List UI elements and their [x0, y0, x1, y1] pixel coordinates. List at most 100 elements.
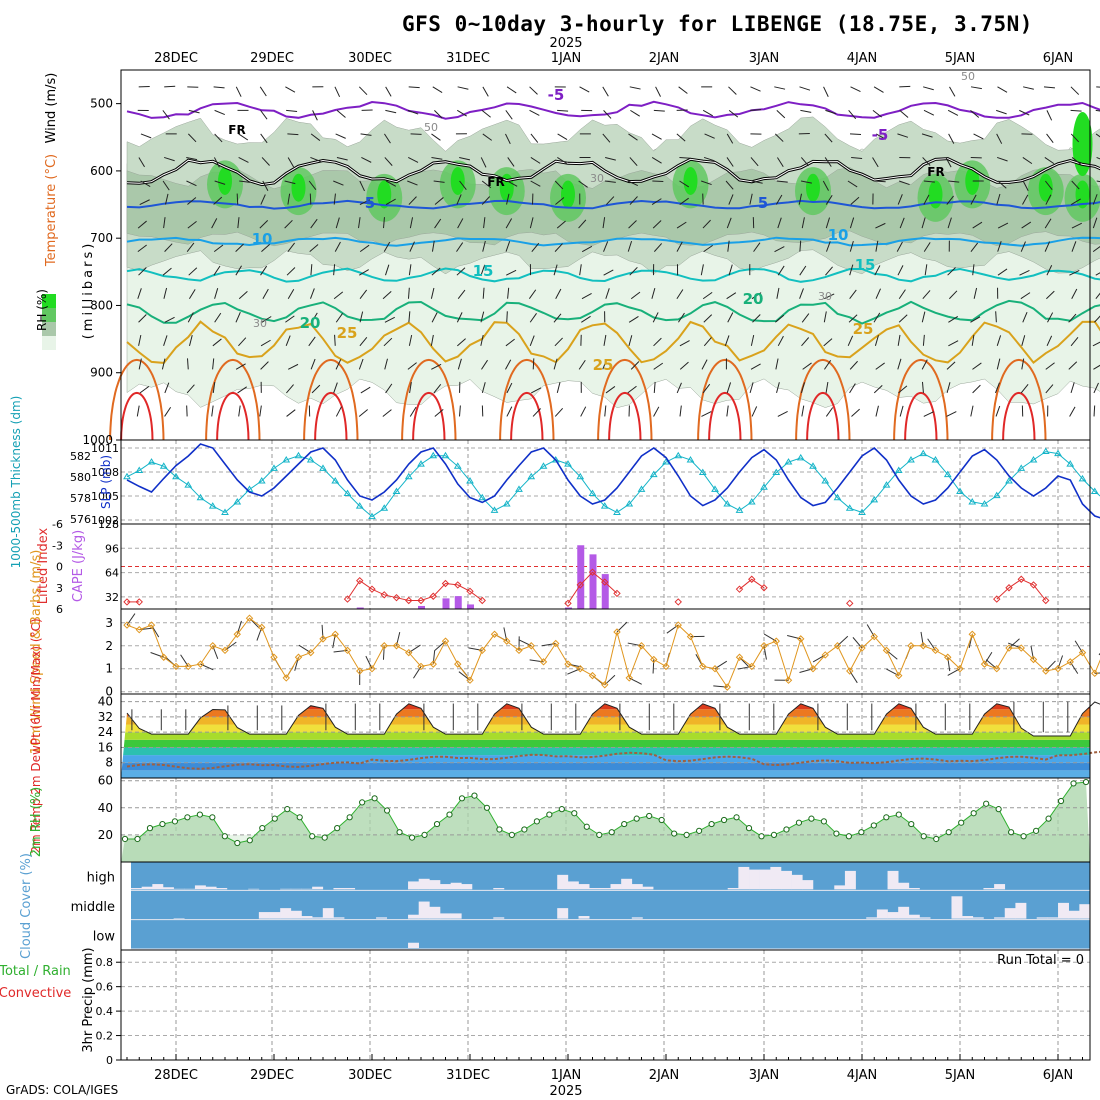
wind-barb — [287, 288, 295, 299]
wind-barb — [875, 240, 879, 252]
thickness-point — [1066, 460, 1075, 467]
rh-point — [571, 810, 578, 817]
temp-contour-25 — [126, 320, 1100, 364]
thickness-point — [208, 502, 217, 509]
wind-barb — [238, 291, 248, 300]
thickness-point — [784, 458, 793, 465]
wind-barb — [431, 156, 443, 160]
lifted-index-point — [993, 595, 1001, 603]
wind-barb — [554, 180, 564, 190]
bottom-date-label: 1JAN — [551, 1068, 582, 1083]
temp-contour-m5 — [126, 100, 1100, 120]
wind-barb — [700, 264, 704, 276]
cloud-bar — [312, 917, 324, 919]
wind-speed-point — [282, 674, 290, 682]
thickness-point — [662, 458, 670, 465]
thickness-point — [343, 489, 352, 497]
wind-barb — [629, 157, 638, 166]
cape-bar — [454, 596, 462, 609]
thickness-point — [772, 468, 781, 476]
cloud-bar — [461, 884, 473, 890]
wind-speed-point — [931, 646, 940, 655]
wind-barb — [138, 314, 147, 323]
wind-barb — [408, 196, 417, 205]
wind-speed-point — [895, 671, 903, 680]
bottom-date-label: 5JAN — [945, 1068, 976, 1083]
wind-barb — [162, 180, 170, 191]
contour-label: 30 — [590, 172, 604, 185]
rh-point — [521, 826, 528, 833]
lifted-index-tick-label: -6 — [52, 518, 63, 531]
wind-barb — [238, 405, 241, 417]
wind-barb — [605, 288, 610, 299]
wind-barb — [308, 180, 317, 191]
cloud-bar — [344, 888, 356, 890]
wind-barb — [653, 381, 656, 393]
rh-point — [159, 820, 166, 828]
wind-barb — [653, 406, 660, 417]
rh-point — [671, 830, 678, 837]
rh-point — [720, 816, 728, 824]
wind-barb — [137, 288, 142, 299]
wind-barb — [213, 244, 224, 253]
wind-barb — [481, 359, 488, 370]
temp-tick-label: 16 — [98, 740, 113, 754]
wind-tick-label: 3 — [105, 616, 113, 630]
wind-barb — [1047, 312, 1054, 323]
rh-saturated-core — [1075, 180, 1090, 209]
lifted-index-point — [564, 599, 572, 608]
top-time-axis: 28DEC 29DEC 30DEC 31DEC 1JAN 2JAN 3JAN 4JAN 5JAN… — [154, 36, 1073, 66]
wind-barb — [260, 133, 268, 144]
wind-barb — [139, 385, 150, 394]
wind-barb — [358, 217, 361, 229]
wind-barb — [679, 180, 690, 188]
wind-barb — [924, 264, 928, 276]
thickness-point — [956, 487, 964, 494]
wind-speed-point — [135, 625, 143, 634]
wind-side-label: Wind (m/s) — [44, 73, 59, 144]
wind-speed-point — [417, 662, 425, 671]
wind-barb — [359, 269, 369, 276]
wind-barb — [603, 241, 609, 252]
wind-barb — [384, 358, 388, 370]
wind-barb — [480, 264, 486, 276]
wind-barb — [188, 109, 200, 114]
wind-barb — [385, 180, 397, 187]
wind-barb — [996, 109, 1007, 115]
wind-barb — [651, 198, 662, 205]
thickness-point — [441, 451, 450, 459]
wind-barb — [408, 86, 420, 89]
wind-barb — [506, 382, 513, 394]
wind-barb — [287, 242, 296, 252]
wind-barb — [849, 264, 854, 276]
wind-barb — [679, 405, 682, 417]
wind-barb — [1070, 133, 1080, 143]
wind-barb — [628, 316, 639, 323]
rh-point — [383, 807, 391, 814]
contour-label: 20 — [300, 314, 321, 332]
precip-total-rain-label: Total / Rain — [0, 964, 71, 979]
precip-tick-label: 0.4 — [96, 1005, 114, 1018]
wind-barb — [1044, 180, 1053, 190]
wind-barb — [507, 180, 518, 187]
rh-point — [346, 814, 353, 821]
wind-barb — [653, 337, 662, 347]
thickness-point — [637, 485, 646, 492]
rh-tick-label: 40 — [98, 801, 113, 815]
thickness-point — [233, 497, 242, 505]
rh-point — [396, 829, 403, 836]
rh-point — [696, 827, 703, 834]
temp-contour-boundary-loop — [597, 358, 653, 441]
wind-barb — [1070, 86, 1080, 95]
wind-speed-point — [1005, 644, 1013, 652]
wind-barb — [800, 180, 812, 184]
wind-barb — [310, 358, 316, 370]
temp-contour-boundary-loop — [120, 391, 154, 441]
rh-tick-label: 60 — [98, 774, 113, 788]
lifted-index-point — [123, 598, 131, 606]
wind-barb — [359, 311, 364, 323]
temp-color-band — [121, 770, 1090, 778]
thickness-point — [723, 500, 732, 507]
cloud-bar — [898, 906, 910, 919]
wind-barb — [165, 193, 169, 205]
